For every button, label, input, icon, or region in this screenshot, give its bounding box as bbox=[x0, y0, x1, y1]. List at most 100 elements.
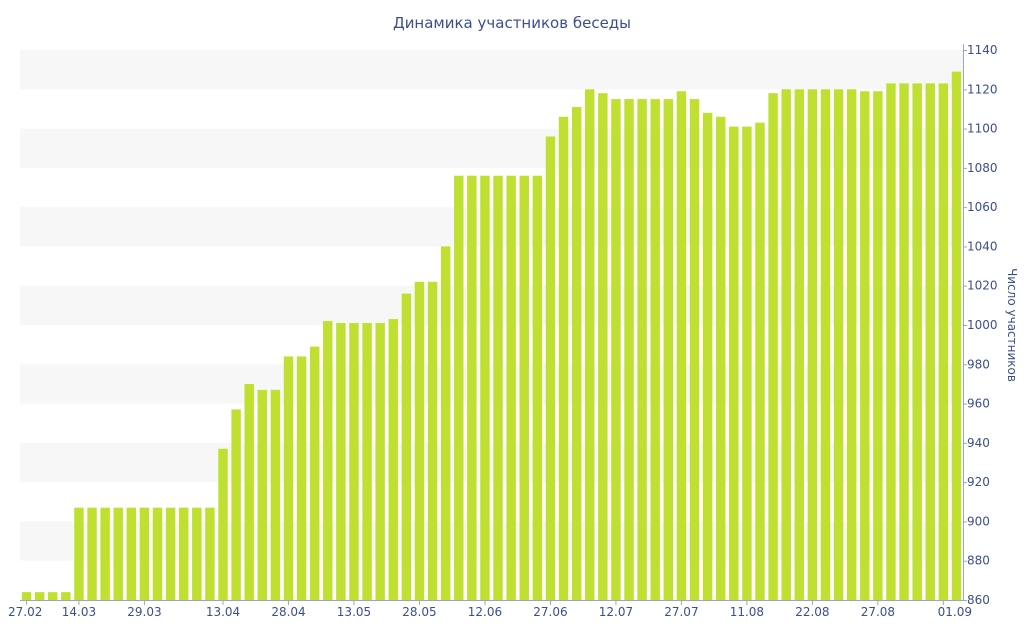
bar bbox=[100, 507, 110, 600]
x-tick-label: 14.03 bbox=[62, 605, 96, 619]
bar bbox=[205, 507, 215, 600]
grid-band bbox=[20, 442, 963, 483]
bar bbox=[152, 507, 163, 600]
x-tick-label: 29.03 bbox=[127, 605, 161, 619]
bar bbox=[336, 323, 346, 600]
bar bbox=[467, 175, 477, 600]
bar bbox=[126, 507, 137, 600]
bar bbox=[244, 383, 254, 600]
bar bbox=[768, 93, 778, 600]
bar bbox=[676, 91, 687, 600]
bar bbox=[480, 175, 490, 600]
bar bbox=[48, 592, 58, 600]
bar bbox=[519, 175, 529, 600]
bar bbox=[820, 89, 831, 601]
y-tick-label: 880 bbox=[967, 554, 990, 568]
bar bbox=[951, 71, 962, 601]
x-tick-labels: 27.02 14.03 29.03 13.04 28.04 13.05 28.05 12.06… bbox=[8, 600, 972, 619]
bar bbox=[21, 592, 32, 600]
bar bbox=[257, 389, 268, 600]
x-tick-label: 12.06 bbox=[468, 605, 502, 619]
grid-band bbox=[20, 50, 963, 90]
bar bbox=[624, 99, 634, 600]
bar bbox=[296, 356, 307, 600]
x-tick-label: 27.06 bbox=[533, 605, 567, 619]
x-tick-label: 01.09 bbox=[938, 605, 972, 619]
bar bbox=[899, 83, 909, 600]
bar bbox=[545, 136, 556, 600]
bar bbox=[414, 281, 425, 600]
bar bbox=[755, 122, 765, 600]
bar bbox=[846, 89, 857, 601]
bar bbox=[938, 83, 949, 600]
bar bbox=[663, 99, 674, 600]
bar bbox=[715, 116, 726, 601]
bar bbox=[585, 89, 595, 601]
bar bbox=[192, 507, 202, 600]
grid-band bbox=[20, 128, 963, 168]
bar bbox=[637, 99, 647, 600]
bar bbox=[165, 507, 176, 600]
chart-title: Динамика участников беседы bbox=[392, 14, 632, 32]
bar bbox=[807, 89, 818, 601]
bar bbox=[493, 175, 503, 600]
x-tick-label: 11.08 bbox=[730, 605, 764, 619]
bar bbox=[270, 389, 281, 600]
bar bbox=[139, 507, 150, 600]
x-tick-label: 27.02 bbox=[8, 605, 42, 619]
bar bbox=[440, 246, 451, 600]
y-tick-label: 1040 bbox=[967, 239, 998, 253]
bar bbox=[650, 99, 660, 600]
bar bbox=[362, 323, 372, 600]
bar bbox=[781, 89, 791, 601]
y-axis-label: Число участников bbox=[1005, 268, 1019, 382]
bar bbox=[388, 319, 398, 600]
y-tick-label: 1060 bbox=[967, 200, 998, 214]
bar bbox=[323, 321, 333, 600]
bar bbox=[702, 112, 713, 600]
bar bbox=[427, 281, 438, 600]
bar bbox=[74, 507, 84, 600]
bar bbox=[506, 175, 516, 600]
x-tick-label: 27.07 bbox=[664, 605, 698, 619]
y-tick-label: 1100 bbox=[967, 122, 998, 136]
bar bbox=[375, 323, 385, 600]
bar bbox=[401, 293, 412, 600]
x-tick-label: 28.05 bbox=[402, 605, 436, 619]
x-tick-label: 27.08 bbox=[861, 605, 895, 619]
bar bbox=[833, 89, 844, 601]
bar bbox=[611, 99, 621, 600]
y-tick-label: 900 bbox=[967, 514, 990, 528]
y-tick-label: 1120 bbox=[967, 82, 998, 96]
y-tick-labels: 860 880 900 920 940 960 980 1000 1020 1040 1060 108… bbox=[963, 43, 998, 607]
bar bbox=[860, 91, 870, 600]
axes bbox=[20, 44, 964, 601]
y-tick-label: 1140 bbox=[967, 43, 998, 57]
y-tick-label: 920 bbox=[967, 475, 990, 489]
bars bbox=[21, 71, 962, 601]
y-tick-label: 860 bbox=[967, 593, 990, 607]
bar bbox=[794, 89, 804, 601]
y-tick-label: 1020 bbox=[967, 279, 998, 293]
x-tick-label: 13.04 bbox=[206, 605, 240, 619]
bar bbox=[283, 356, 294, 600]
y-tick-label: 1080 bbox=[967, 161, 998, 175]
x-tick-label: 13.05 bbox=[337, 605, 371, 619]
bar bbox=[912, 83, 922, 600]
bar bbox=[742, 126, 752, 600]
bar bbox=[231, 409, 241, 600]
bar bbox=[34, 592, 45, 600]
bar bbox=[689, 99, 700, 600]
bar bbox=[454, 175, 464, 600]
bar bbox=[886, 83, 896, 600]
bar bbox=[558, 116, 569, 601]
grid-bands bbox=[20, 50, 963, 561]
x-tick-label: 22.08 bbox=[795, 605, 829, 619]
bar bbox=[349, 323, 359, 600]
grid-band bbox=[20, 521, 963, 561]
bar bbox=[87, 507, 97, 600]
bar bbox=[571, 106, 582, 600]
bar bbox=[873, 91, 883, 600]
grid-band bbox=[20, 364, 963, 404]
